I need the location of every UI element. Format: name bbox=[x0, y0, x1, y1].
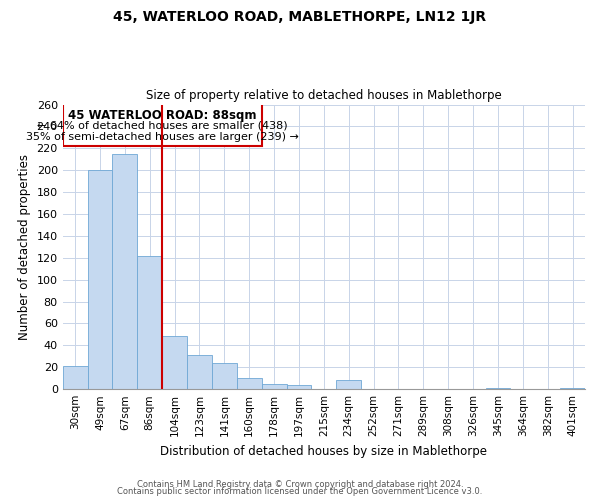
Text: 35% of semi-detached houses are larger (239) →: 35% of semi-detached houses are larger (… bbox=[26, 132, 299, 142]
Bar bbox=[62, 366, 88, 389]
Text: 45, WATERLOO ROAD, MABLETHORPE, LN12 1JR: 45, WATERLOO ROAD, MABLETHORPE, LN12 1JR bbox=[113, 10, 487, 24]
Bar bbox=[485, 388, 511, 389]
Text: 45 WATERLOO ROAD: 88sqm: 45 WATERLOO ROAD: 88sqm bbox=[68, 109, 257, 122]
Bar bbox=[212, 363, 237, 389]
Bar bbox=[560, 388, 585, 389]
FancyBboxPatch shape bbox=[63, 104, 262, 146]
Text: Contains HM Land Registry data © Crown copyright and database right 2024.: Contains HM Land Registry data © Crown c… bbox=[137, 480, 463, 489]
Title: Size of property relative to detached houses in Mablethorpe: Size of property relative to detached ho… bbox=[146, 89, 502, 102]
Bar bbox=[112, 154, 137, 389]
Bar bbox=[287, 385, 311, 389]
Bar bbox=[187, 355, 212, 389]
Bar bbox=[88, 170, 112, 389]
Text: Contains public sector information licensed under the Open Government Licence v3: Contains public sector information licen… bbox=[118, 487, 482, 496]
X-axis label: Distribution of detached houses by size in Mablethorpe: Distribution of detached houses by size … bbox=[160, 444, 487, 458]
Y-axis label: Number of detached properties: Number of detached properties bbox=[18, 154, 31, 340]
Bar bbox=[336, 380, 361, 389]
Bar bbox=[162, 336, 187, 389]
Bar bbox=[237, 378, 262, 389]
Text: ← 64% of detached houses are smaller (438): ← 64% of detached houses are smaller (43… bbox=[37, 121, 288, 131]
Bar bbox=[262, 384, 287, 389]
Bar bbox=[137, 256, 162, 389]
